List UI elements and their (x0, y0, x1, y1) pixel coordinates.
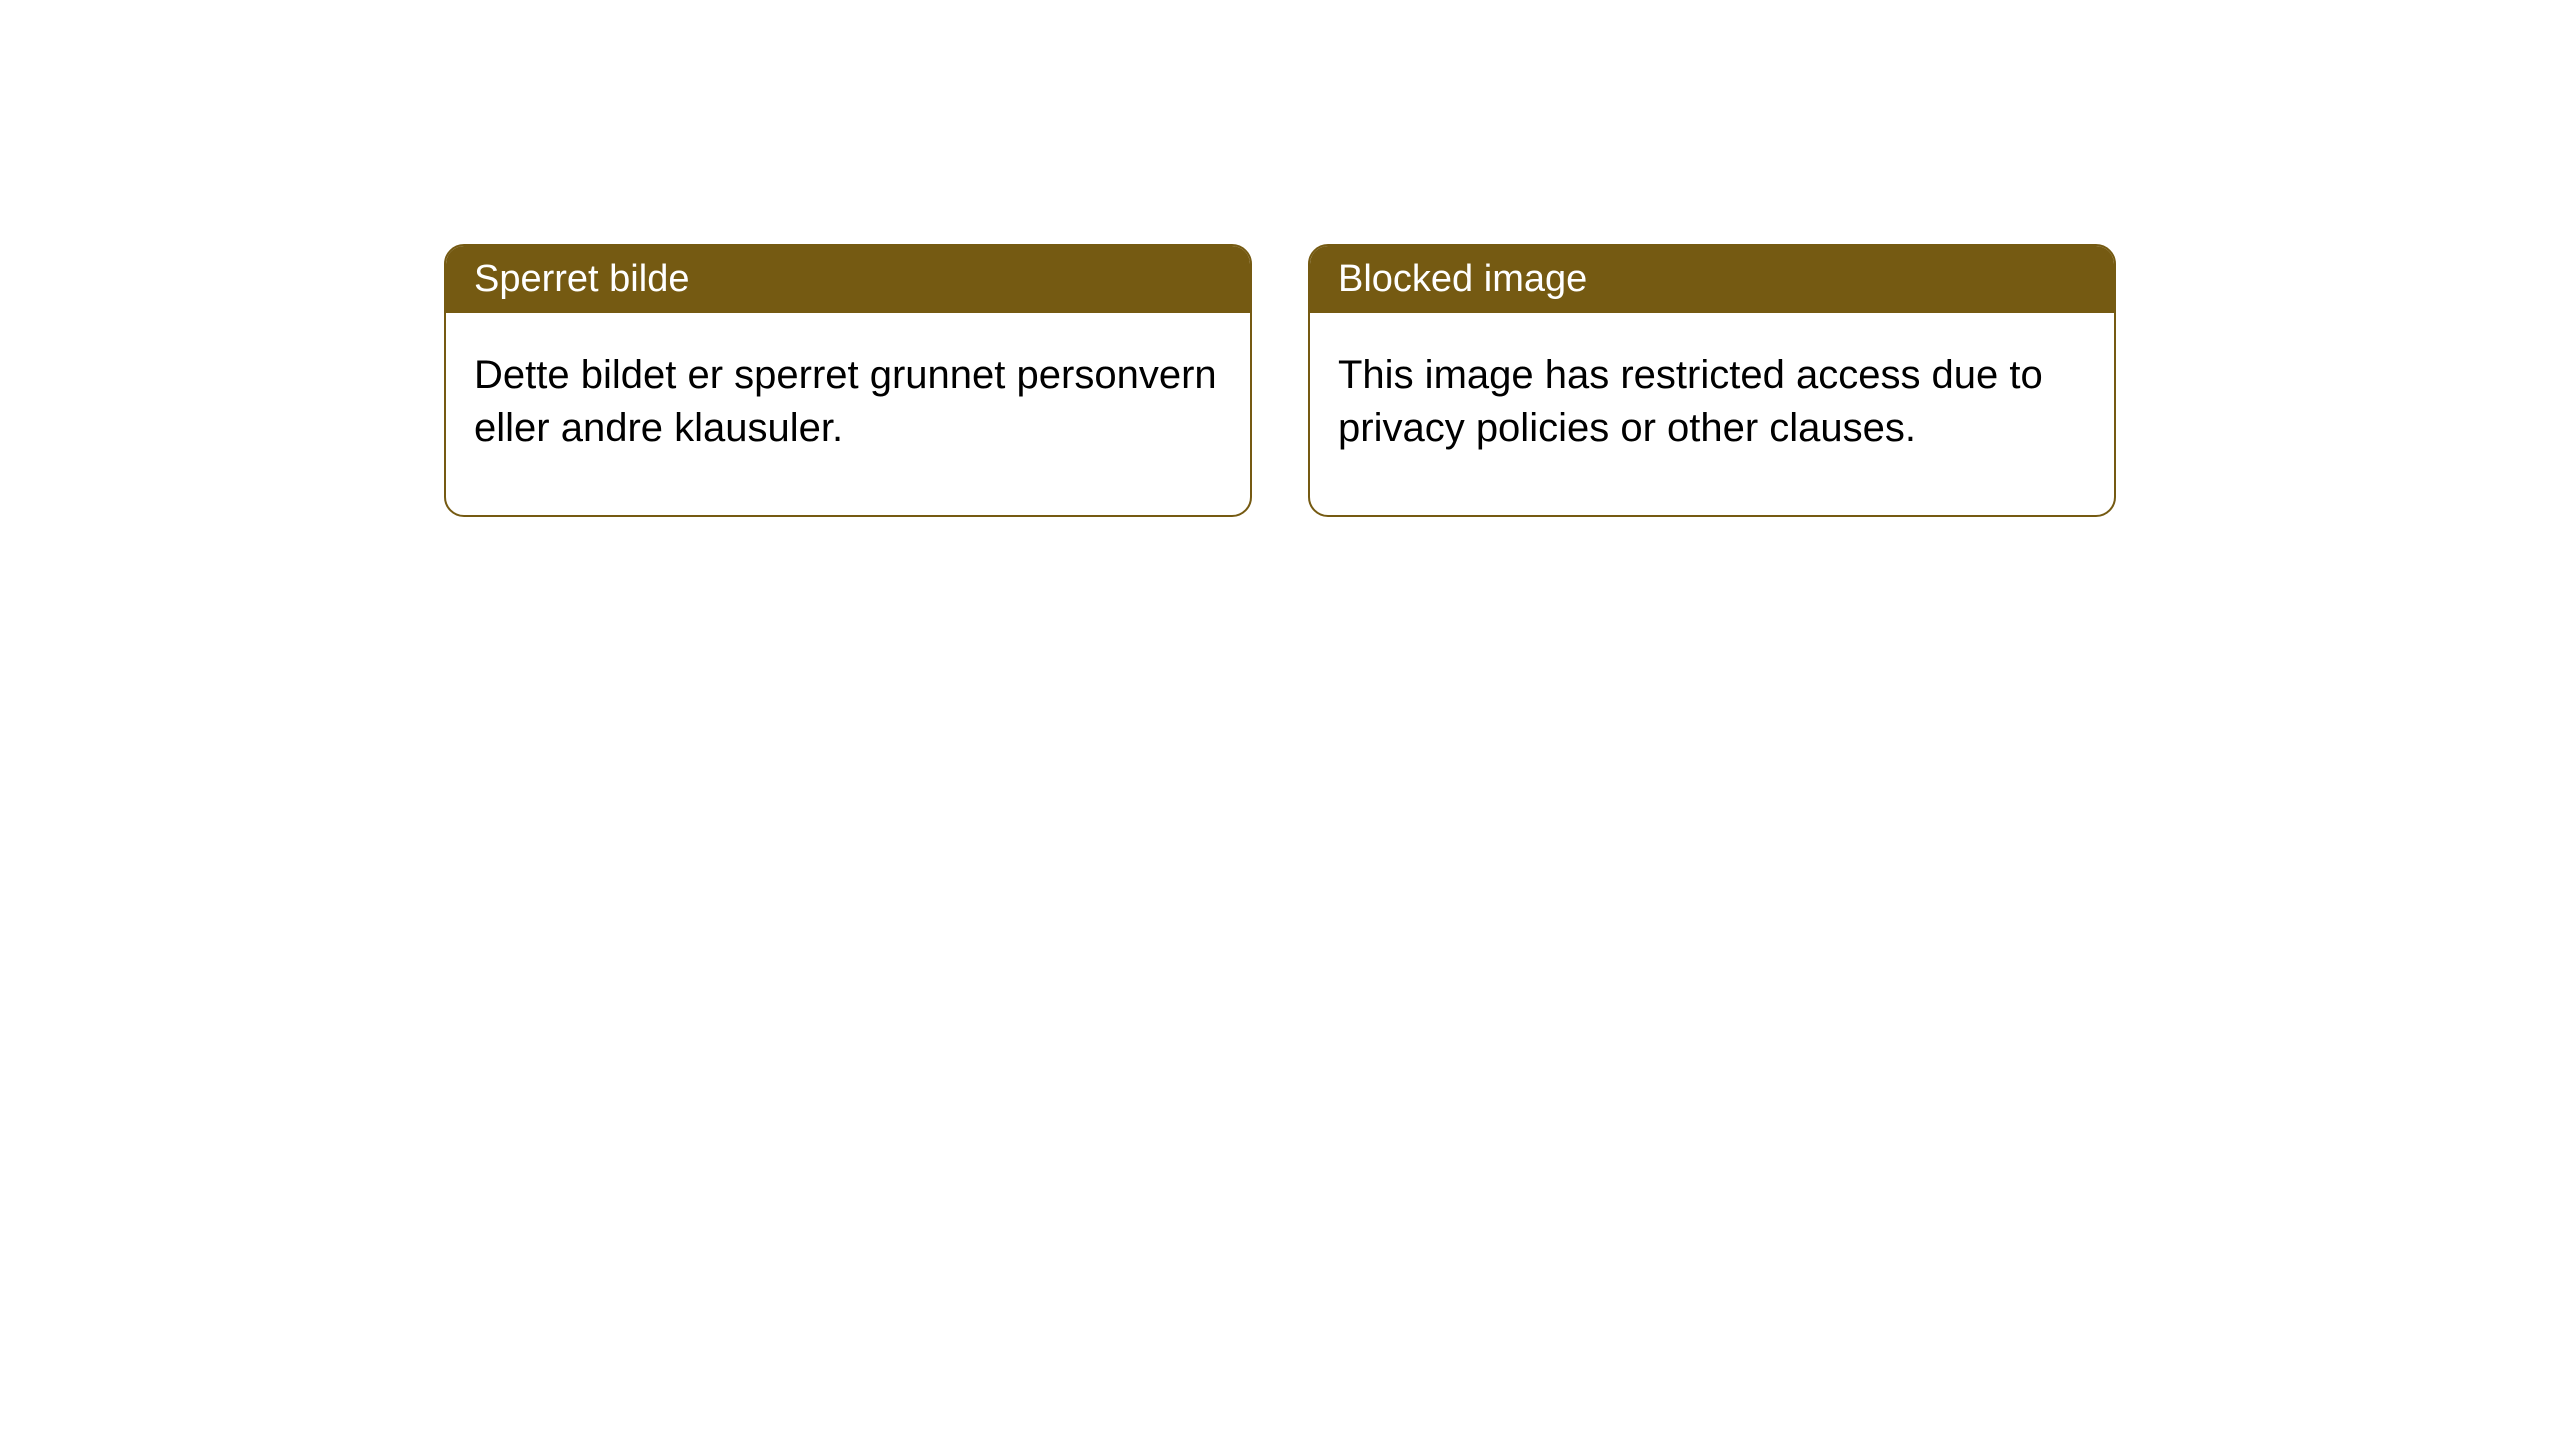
card-body: This image has restricted access due to … (1310, 313, 2114, 515)
card-body-text: Dette bildet er sperret grunnet personve… (474, 353, 1217, 450)
card-header: Blocked image (1310, 246, 2114, 313)
notice-container: Sperret bilde Dette bildet er sperret gr… (0, 0, 2560, 517)
card-title: Sperret bilde (474, 258, 689, 300)
card-header: Sperret bilde (446, 246, 1250, 313)
blocked-image-card-en: Blocked image This image has restricted … (1308, 244, 2116, 517)
blocked-image-card-no: Sperret bilde Dette bildet er sperret gr… (444, 244, 1252, 517)
card-body: Dette bildet er sperret grunnet personve… (446, 313, 1250, 515)
card-body-text: This image has restricted access due to … (1338, 353, 2043, 450)
card-title: Blocked image (1338, 258, 1587, 300)
